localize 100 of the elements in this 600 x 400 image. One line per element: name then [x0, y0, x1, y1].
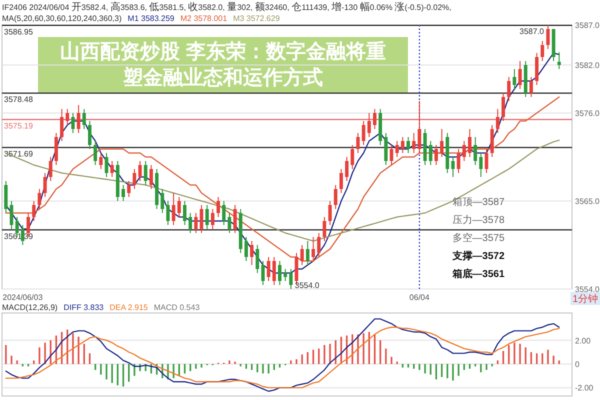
candlestick — [490, 124, 494, 158]
annotation: 多空—3575 — [452, 232, 505, 244]
candlestick — [60, 108, 64, 142]
candlestick — [261, 260, 265, 286]
text: IF2406 2024/06/04 开3582.4, 高3583.6, 低3581.5, 收3582.0, 量302, 额32460, 仓111439, 增-130 幅0.06% 涨(-0.5)-0.02%, — [2, 2, 452, 13]
title: 山西配资炒股 李东荣：数字金融将重塑金融业态和运作方式 — [60, 41, 386, 89]
candlestick — [166, 200, 170, 226]
candlestick — [32, 200, 36, 222]
candlestick — [216, 196, 220, 218]
y-tick-label: 3576.0 — [575, 109, 600, 118]
candlestick — [244, 236, 248, 262]
candlestick — [266, 256, 270, 282]
candlestick — [205, 204, 209, 230]
line-series — [5, 318, 560, 392]
candlestick — [71, 112, 75, 134]
candlestick — [43, 172, 47, 198]
candlestick — [434, 144, 438, 166]
annotation: 3587.0 — [520, 27, 545, 36]
candlestick — [300, 244, 304, 266]
y-tick-label: 3582.0 — [575, 61, 600, 70]
candlestick — [518, 60, 522, 90]
candlestick — [535, 52, 539, 86]
candlestick — [144, 160, 148, 186]
candlestick — [88, 120, 92, 150]
candlestick — [479, 152, 483, 178]
candlestick — [356, 132, 360, 154]
x-tick-label: 06/04 — [409, 293, 430, 302]
candlestick — [38, 188, 42, 210]
y-tick-label: 3554.0 — [575, 285, 600, 294]
text: MACD 0.543 — [154, 303, 200, 312]
candlestick — [317, 232, 321, 258]
y-tick-label: 3587.0 — [575, 21, 600, 30]
candlestick — [54, 132, 58, 166]
candlestick — [529, 76, 533, 98]
candlestick — [428, 140, 432, 166]
candlestick — [339, 168, 343, 194]
candlestick — [440, 128, 444, 158]
candlestick — [451, 156, 455, 178]
annotation: 箱顶—3587 — [452, 197, 505, 208]
candlestick — [418, 100, 422, 154]
candlestick — [138, 160, 142, 182]
candlestick — [172, 192, 176, 226]
candlestick — [362, 120, 366, 146]
candlestick — [312, 236, 315, 262]
ref-line-label: 3586.95 — [4, 27, 34, 36]
text: MA(5,20,60,30,60,120,240,360,3) — [2, 14, 122, 23]
candlestick — [412, 132, 416, 154]
candlestick — [132, 168, 136, 190]
candlestick — [496, 108, 500, 134]
candlestick — [256, 244, 260, 274]
candlestick — [110, 160, 114, 178]
candlestick — [546, 24, 550, 50]
text: 1分钟 — [572, 293, 598, 305]
candlestick — [48, 156, 52, 182]
candlestick — [99, 152, 103, 170]
candlestick — [367, 112, 371, 138]
candlestick — [222, 200, 226, 226]
annotation: 支撑—3572 — [451, 250, 505, 262]
text: MACD(12,26,9) — [2, 303, 58, 312]
candlestick — [474, 136, 478, 166]
candlestick — [278, 260, 282, 286]
candlestick — [322, 216, 326, 242]
candlestick — [228, 212, 232, 234]
candlestick — [350, 144, 354, 170]
candlestick — [127, 180, 131, 198]
text: M3 3572.629 — [233, 14, 280, 23]
candlestick — [122, 184, 125, 202]
annotation: 压力—3578 — [452, 214, 505, 226]
candlestick — [502, 92, 505, 122]
candlestick — [82, 108, 86, 130]
y-tick-label: 2.00 — [575, 336, 592, 346]
candlestick — [94, 140, 98, 166]
candlestick — [557, 52, 561, 70]
candlestick — [456, 148, 460, 174]
candlestick — [373, 108, 376, 130]
candlestick — [183, 200, 186, 226]
candlestick — [188, 212, 192, 234]
candlestick — [160, 188, 164, 214]
candlestick — [334, 184, 338, 210]
candlestick — [406, 136, 410, 154]
candlestick — [66, 108, 70, 126]
candlestick — [272, 256, 276, 286]
candlestick — [250, 240, 254, 266]
candlestick — [512, 68, 516, 90]
candlestick — [468, 128, 472, 158]
y-tick-label: -2.00 — [575, 384, 594, 393]
y-tick-label: 3565.0 — [575, 197, 600, 206]
candlestick — [4, 180, 8, 214]
line-series — [5, 326, 560, 388]
ref-line-label: 3575.19 — [4, 121, 34, 130]
candlestick — [306, 240, 310, 266]
text: M1 3583.259 — [128, 14, 175, 23]
x-tick-label: 2024/06/03 — [2, 293, 44, 302]
candlestick — [210, 208, 214, 230]
candlestick — [233, 204, 237, 234]
annotation: 箱底—3561 — [451, 268, 505, 280]
candlestick — [328, 200, 332, 226]
candlestick — [400, 136, 404, 154]
candlestick — [194, 212, 198, 234]
text: DIFF 3.833 — [64, 303, 104, 312]
